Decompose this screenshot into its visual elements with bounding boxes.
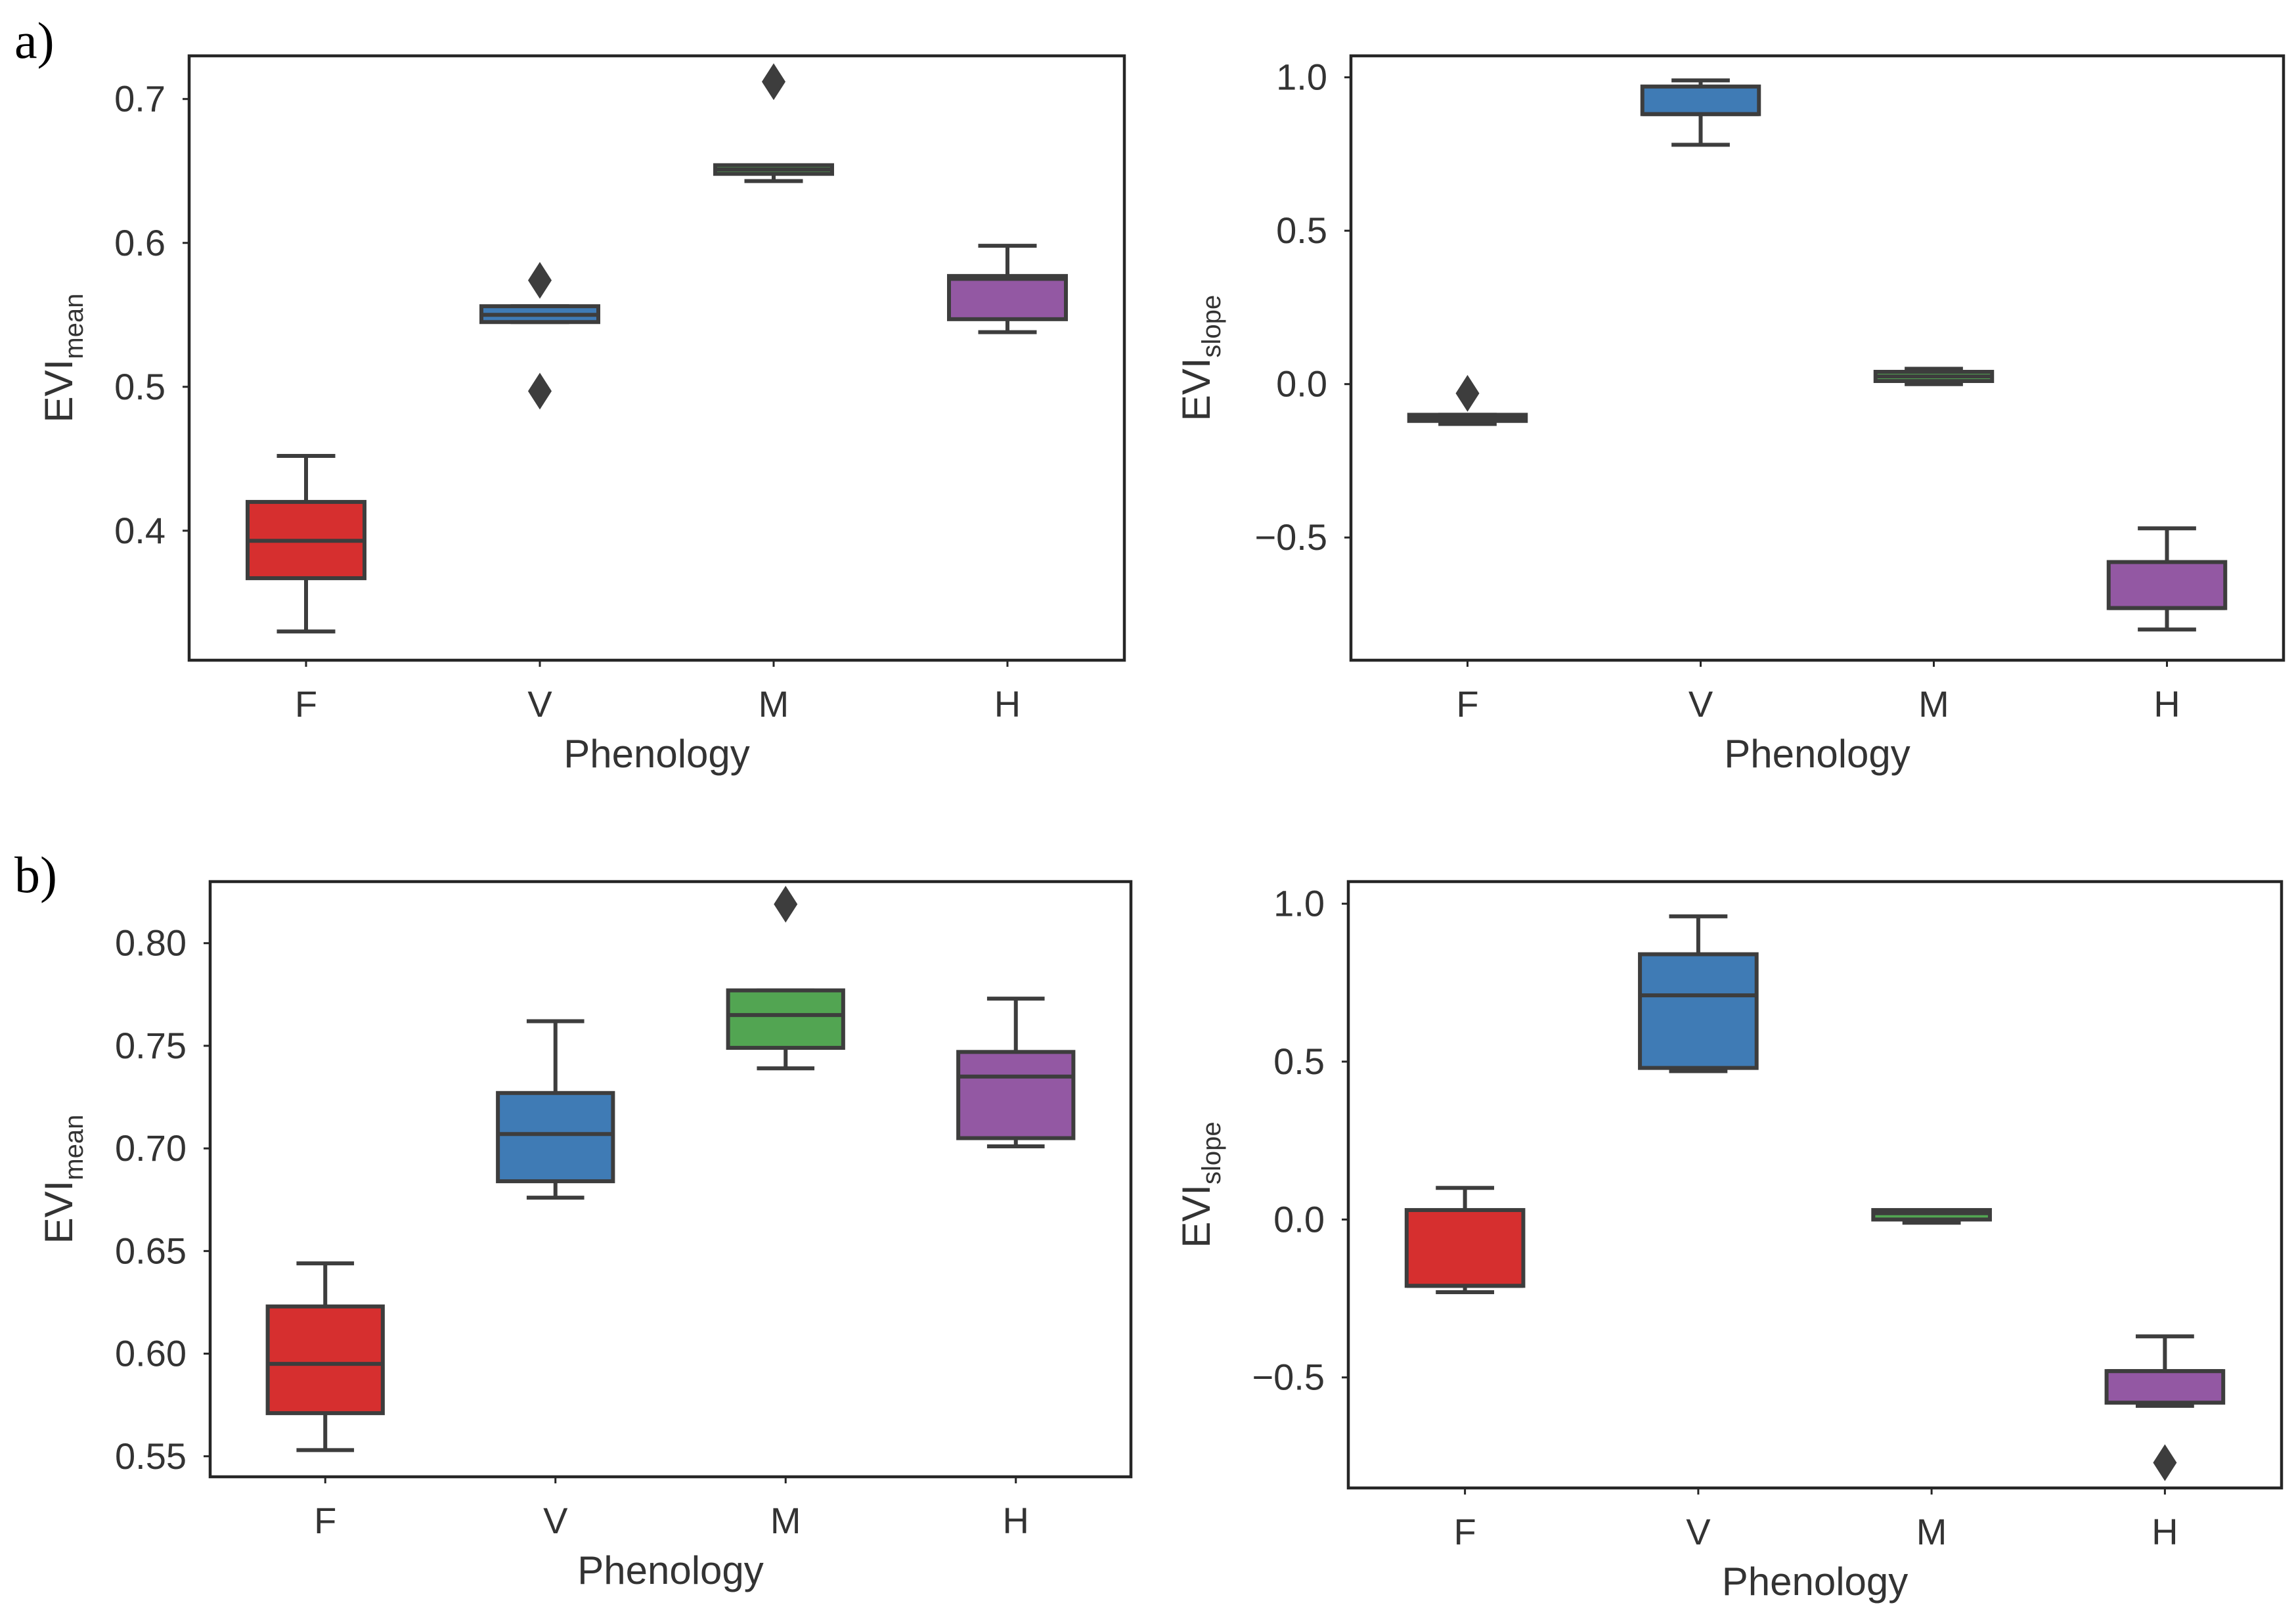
flier-point [528,372,552,410]
x-tick-label: M [1918,683,1949,725]
y-tick-label: 0.5 [1276,210,1327,251]
box-body [956,1050,1076,1140]
x-tick-label: V [543,1500,568,1541]
x-tick-label: M [770,1500,801,1541]
y-tick-label: 0.65 [115,1230,187,1271]
x-tick-label: H [2152,1511,2178,1552]
x-axis-label: Phenology [563,732,750,776]
box-F [265,1261,385,1452]
x-tick-label: V [1689,683,1713,725]
y-tick-label: 0.0 [1276,363,1327,405]
box-H [2104,1334,2226,1481]
y-tick-label: 0.5 [1273,1041,1325,1082]
y-tick-label: 0.6 [114,222,166,263]
y-tick-label: 1.0 [1273,883,1325,924]
box-M [1873,367,1995,386]
box-body [1640,84,1761,116]
y-tick-label: 0.80 [115,922,187,964]
y-tick-label: 0.4 [114,510,166,551]
charts-group: 0.40.50.60.7F V M HPhenologyEVImean−0.50.00… [37,54,2285,1604]
box-F [1404,1186,1526,1294]
plot-frame [187,54,1126,662]
y-axis-label: EVIslope [1174,1121,1226,1248]
box-H [947,244,1068,334]
chart-3: 0.55 0.60 0.65 0.70 0.75 0.80 F V M H Phenology EVI… [37,880,1133,1592]
flier-point [528,261,552,299]
flier-point [2153,1444,2177,1481]
box-body [947,274,1068,321]
box-body [2106,560,2228,610]
panel-label-b: b) [14,846,57,903]
y-axis-label-subscript: slope [1197,295,1226,358]
y-axis-label-subscript: slope [1197,1121,1226,1184]
y-tick-label: 0.55 [115,1435,187,1477]
x-tick-label: H [2153,683,2180,725]
panel-label-a: a) [14,12,55,69]
box-body [2104,1369,2226,1405]
x-tick-label: M [759,683,789,725]
chart-1: 0.4 0.5 0.6 0.7 F V M H Phenology EVImean [37,54,1126,776]
y-axis-label: EVImean [37,294,89,423]
box-body [1404,1207,1526,1288]
x-tick-label: F [314,1500,336,1541]
box-V [1638,914,1759,1073]
x-tick-label: F [1454,1511,1476,1552]
x-axis-label: Phenology [1724,732,1910,776]
chart-4: −0.5 0.0 0.5 1.0 F V M H Phenology EVIslope [1174,880,2284,1604]
flier-point [1455,374,1480,412]
y-tick-label: 0.70 [115,1127,187,1169]
y-tick-label: 0.0 [1273,1198,1325,1240]
y-tick-label: −0.5 [1252,1357,1325,1398]
box-H [956,997,1076,1149]
chart-2: −0.5 0.0 0.5 1.0 F V M H Phenology EVIslope [1174,54,2285,776]
x-tick-label: V [527,683,552,725]
x-tick-label: M [1916,1511,1947,1552]
plot-frame [1349,54,2285,662]
box-V [496,1019,615,1200]
box-body [726,988,845,1050]
plot-frame [208,880,1133,1479]
x-tick-label: H [1003,1500,1029,1541]
y-axis-label-main: EVI [1174,357,1218,421]
box-V [479,261,600,410]
x-tick-label: F [295,683,317,725]
y-axis-label: EVImean [37,1115,89,1244]
box-F [1407,374,1528,426]
y-axis-label-subscript: mean [60,294,89,359]
box-F [246,453,366,634]
box-body [1638,952,1759,1070]
y-tick-label: 0.7 [114,78,166,120]
plot-frame [1346,880,2284,1490]
box-V [1640,78,1761,147]
box-M [1871,1207,1992,1225]
y-tick-label: 0.60 [115,1333,187,1374]
y-axis-label: EVIslope [1174,295,1226,421]
y-tick-label: 0.75 [115,1025,187,1066]
y-tick-label: 1.0 [1276,56,1327,98]
x-axis-label: Phenology [577,1548,764,1592]
box-body [265,1304,385,1416]
y-tick-label: 0.5 [114,366,166,407]
box-M [713,63,834,183]
y-axis-label-main: EVI [37,1181,81,1244]
flier-point [774,886,798,923]
box-body [496,1091,615,1184]
box-M [726,886,845,1071]
flier-point [762,63,785,101]
x-tick-label: V [1686,1511,1711,1552]
x-tick-label: F [1456,683,1478,725]
y-axis-label-main: EVI [37,359,81,423]
y-tick-label: −0.5 [1254,516,1327,558]
x-tick-label: H [994,683,1021,725]
y-axis-label-subscript: mean [60,1115,89,1181]
x-axis-label: Phenology [1722,1560,1909,1604]
box-H [2106,526,2228,632]
y-axis-label-main: EVI [1174,1184,1218,1248]
